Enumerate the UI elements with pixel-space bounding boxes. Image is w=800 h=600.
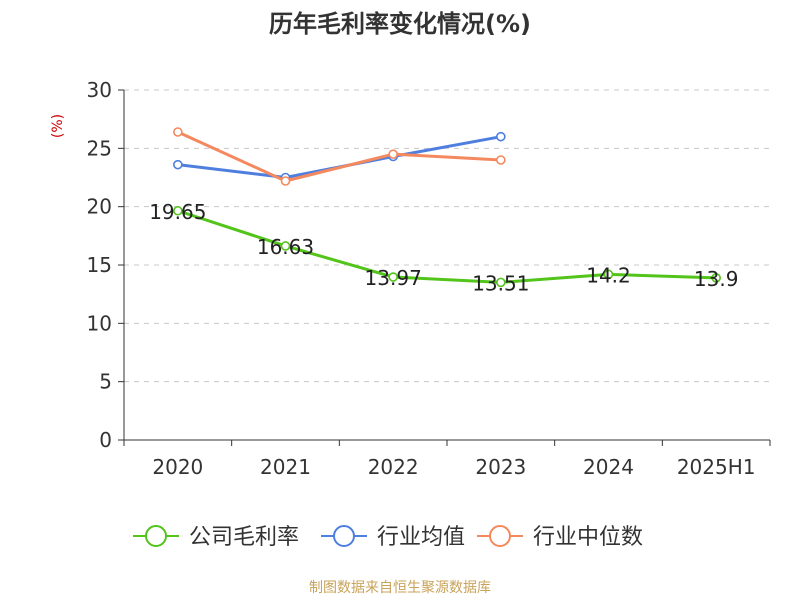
x-tick-label: 2024 (583, 455, 634, 479)
y-tick-label: 20 (87, 195, 112, 219)
data-point (173, 205, 183, 216)
x-tick-label: 2022 (368, 455, 419, 479)
data-label: 13.97 (365, 266, 422, 290)
series-line (177, 209, 717, 284)
legend-item[interactable]: 行业均值 (321, 525, 465, 550)
y-tick-label: 30 (87, 78, 112, 102)
series-line (177, 130, 501, 183)
grid (124, 89, 770, 383)
data-point (173, 127, 183, 137)
data-point (496, 131, 506, 142)
y-tick-label: 15 (87, 253, 112, 277)
data-label: 13.51 (472, 271, 529, 295)
data-label: 19.65 (149, 200, 206, 224)
data-point (603, 269, 614, 280)
legend-marker (333, 525, 355, 547)
data-labels: 19.65 16.63 13.97 13.51 14.2 13.9 (149, 200, 738, 296)
data-label: 13.9 (694, 267, 739, 291)
axes: 0 5 10 15 20 25 30 2020 2021 2022 2023 2024 2025H1 (87, 78, 771, 479)
x-tick-label: 2020 (152, 455, 203, 479)
data-point (280, 176, 291, 186)
x-tick-label: 2023 (475, 455, 526, 479)
data-label: 16.63 (257, 235, 314, 259)
legend-item[interactable]: 公司毛利率 (133, 525, 299, 550)
y-tick-label: 0 (99, 428, 112, 452)
series (173, 127, 721, 288)
legend-label: 公司毛利率 (189, 525, 299, 550)
data-point (711, 273, 721, 283)
x-tick-label: 2021 (260, 455, 311, 479)
legend-item[interactable]: 行业中位数 (477, 525, 643, 550)
data-point (388, 272, 398, 282)
chart-title: 历年毛利率变化情况(%) (269, 10, 531, 38)
legend[interactable]: 公司毛利率 行业均值 行业中位数 (133, 525, 643, 550)
legend-label: 行业中位数 (533, 525, 643, 550)
x-tick-label: 2025H1 (677, 455, 756, 479)
data-point (496, 277, 506, 288)
legend-marker (145, 525, 167, 547)
y-axis-label: (%) (50, 114, 66, 138)
data-point (496, 155, 506, 165)
y-tick-label: 5 (99, 370, 112, 394)
y-tick-label: 10 (87, 311, 112, 335)
legend-label: 行业均值 (377, 525, 465, 550)
data-point (173, 159, 183, 170)
data-point (280, 241, 291, 251)
data-point (388, 149, 398, 159)
y-tick-label: 25 (87, 136, 112, 160)
legend-marker (489, 525, 511, 547)
data-label: 14.2 (586, 263, 631, 287)
source-note: 制图数据来自恒生聚源数据库 (309, 580, 491, 596)
